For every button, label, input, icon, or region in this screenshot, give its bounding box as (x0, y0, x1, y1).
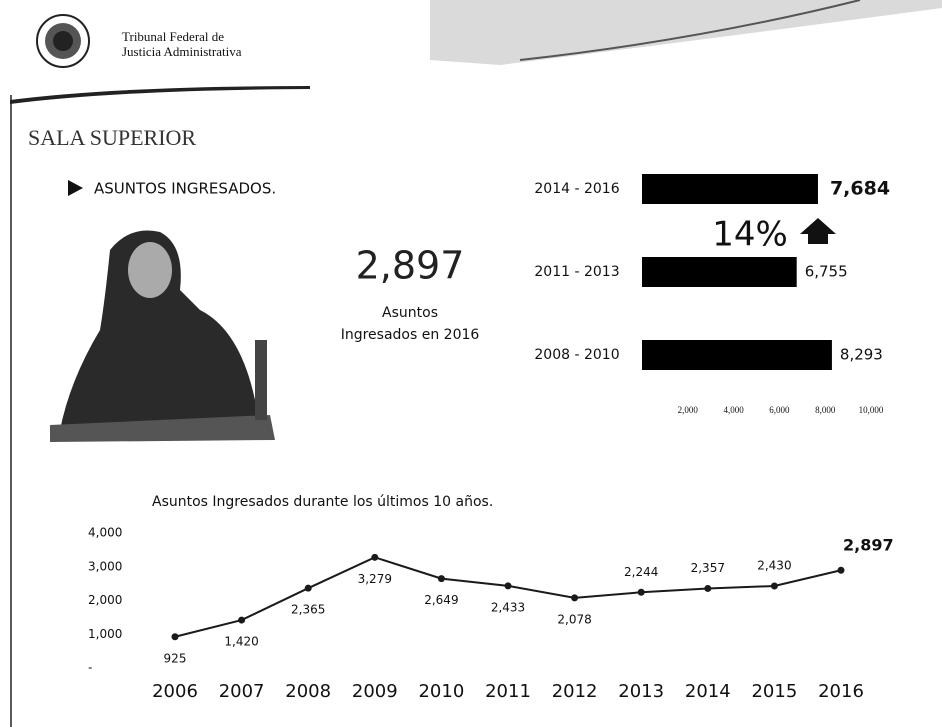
x-tick-label: 2010 (418, 681, 464, 702)
x-tick-label: 8,000 (815, 405, 836, 415)
bar (642, 257, 797, 287)
value-label: 2,357 (691, 561, 725, 575)
x-tick-label: 2012 (552, 681, 598, 702)
highlight-caption: Asuntos (382, 305, 438, 321)
bullet (68, 180, 83, 196)
data-point (304, 584, 312, 592)
subtitle: ASUNTOS INGRESADOS. (94, 180, 276, 198)
value-label: 7,684 (830, 178, 890, 200)
x-tick-label: 2014 (685, 681, 731, 702)
up-arrow (800, 218, 836, 244)
value-label: 1,420 (224, 635, 258, 649)
line-chart-title: Asuntos Ingresados durante los últimos 1… (152, 494, 493, 510)
value-label: 2,433 (491, 600, 525, 614)
highlight-value: 2,897 (356, 244, 465, 288)
data-point (637, 588, 645, 596)
value-label: 2,078 (557, 612, 591, 626)
value-label: 2,365 (291, 603, 325, 617)
data-point (171, 633, 179, 641)
data-point (770, 582, 778, 590)
x-tick-label: 4,000 (723, 405, 744, 415)
data-point (371, 553, 379, 561)
data-point (437, 575, 445, 583)
value-label: 2,430 (757, 558, 791, 572)
value-label: 6,755 (805, 263, 848, 281)
x-tick-label: 2011 (485, 681, 531, 702)
category-label: 2011 - 2013 (534, 264, 619, 280)
data-point (837, 566, 845, 574)
y-tick-label: 4,000 (88, 526, 122, 540)
x-tick-label: 6,000 (769, 405, 790, 415)
x-tick-label: 2013 (618, 681, 664, 702)
data-point (704, 584, 712, 592)
y-tick-label: - (88, 661, 92, 675)
y-tick-label: 2,000 (88, 593, 122, 607)
data-point (571, 594, 579, 602)
x-tick-label: 2,000 (678, 405, 699, 415)
value-label: 3,279 (358, 572, 392, 586)
data-line (174, 556, 842, 638)
annotation: 14% (712, 215, 788, 255)
section-title: SALA SUPERIOR (28, 125, 196, 150)
bar (642, 340, 832, 370)
category-label: 2014 - 2016 (534, 181, 619, 197)
data-point (238, 616, 246, 624)
value-label: 8,293 (840, 346, 883, 364)
x-tick-label: 2016 (818, 681, 864, 702)
header-line: Tribunal Federal de (122, 29, 224, 44)
value-label: 925 (164, 651, 187, 665)
value-label: 2,649 (424, 593, 458, 607)
y-tick-label: 1,000 (88, 627, 122, 641)
y-tick-label: 3,000 (88, 559, 122, 573)
header-swoosh-line (519, 0, 861, 61)
x-tick-label: 2006 (152, 681, 198, 702)
data-point (504, 582, 512, 590)
x-tick-label: 2015 (751, 681, 797, 702)
highlight-caption: Ingresados en 2016 (341, 327, 480, 343)
illustration (50, 230, 275, 442)
x-tick-label: 2007 (219, 681, 265, 702)
header-swoosh (430, 0, 942, 65)
x-tick-label: 2009 (352, 681, 398, 702)
logo (36, 14, 90, 68)
header-rule (10, 86, 310, 104)
category-label: 2008 - 2010 (534, 347, 619, 363)
value-label: 2,244 (624, 565, 658, 579)
header-line: Justicia Administrativa (122, 44, 242, 59)
value-label: 2,897 (843, 536, 894, 555)
x-tick-label: 2008 (285, 681, 331, 702)
bar (642, 174, 818, 204)
x-tick-label: 10,000 (859, 405, 884, 415)
